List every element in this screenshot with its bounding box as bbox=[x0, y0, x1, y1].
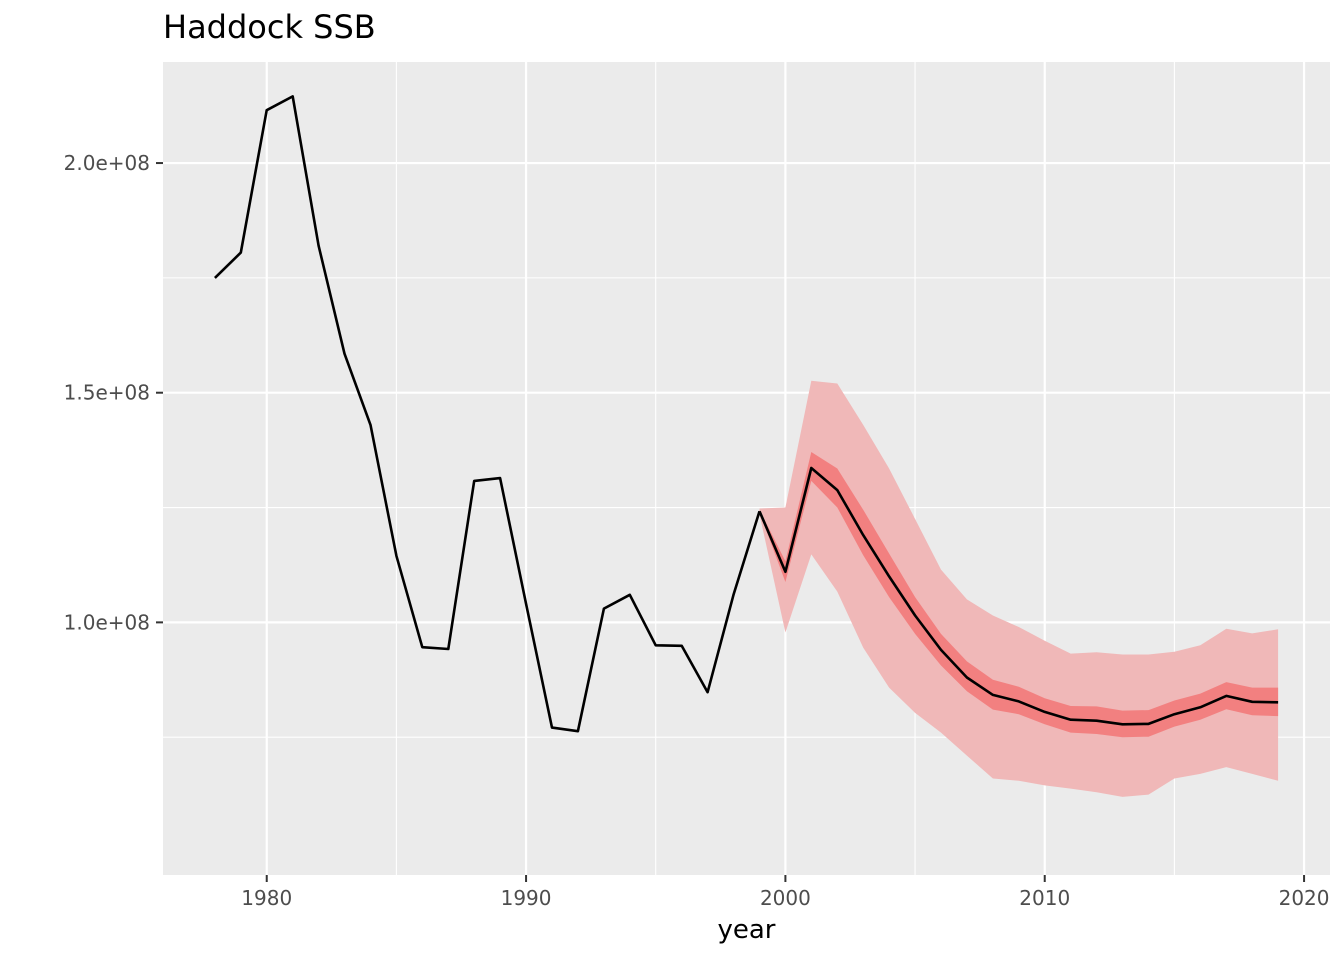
x-tick-label: 1980 bbox=[241, 886, 292, 910]
y-tick-label: 1.5e+08 bbox=[64, 381, 150, 405]
historical-ssb-line bbox=[213, 95, 761, 733]
y-tick-label: 1.0e+08 bbox=[64, 610, 150, 634]
x-tick-label: 2000 bbox=[760, 886, 811, 910]
outer-confidence-band bbox=[759, 380, 1279, 797]
x-axis-title: year bbox=[717, 915, 775, 945]
x-tick-label: 2010 bbox=[1019, 886, 1070, 910]
chart-title: Haddock SSB bbox=[163, 8, 376, 46]
y-tick-label: 2.0e+08 bbox=[64, 151, 150, 175]
projection-ssb-line bbox=[758, 466, 1279, 726]
x-tick-label: 2020 bbox=[1279, 886, 1330, 910]
inner-confidence-band bbox=[759, 452, 1279, 738]
x-tick-label: 1990 bbox=[501, 886, 552, 910]
